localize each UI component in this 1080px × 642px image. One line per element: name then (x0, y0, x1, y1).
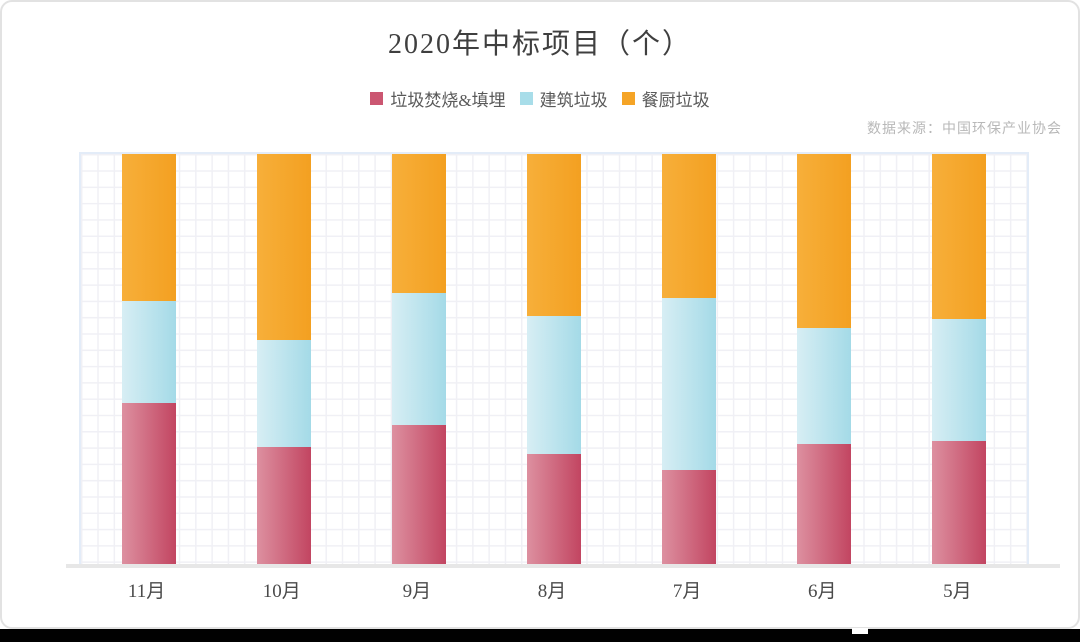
segment-垃圾焚烧&填埋 (256, 446, 311, 568)
x-tick-label: 5月 (943, 581, 972, 602)
segment-餐厨垃圾 (121, 154, 176, 301)
bar-11月 (121, 154, 176, 568)
bar-8月 (527, 154, 581, 568)
segment-垃圾焚烧&填埋 (662, 469, 717, 568)
legend-swatch-icon (621, 92, 635, 105)
bar-5月 (932, 154, 987, 568)
segment-建筑垃圾 (256, 339, 311, 447)
segment-建筑垃圾 (932, 319, 987, 442)
legend-label: 餐厨垃圾 (641, 91, 710, 110)
x-tick-label: 10月 (262, 581, 301, 602)
segment-餐厨垃圾 (256, 154, 311, 340)
legend-swatch-icon (370, 92, 384, 105)
x-axis-line (66, 564, 1060, 568)
x-tick-label: 11月 (127, 581, 166, 602)
segment-建筑垃圾 (121, 300, 176, 403)
plot-area (79, 152, 1029, 568)
x-tick-label: 8月 (537, 581, 567, 602)
bar-6月 (797, 154, 852, 568)
legend: 垃圾焚烧&填埋 建筑垃圾 餐厨垃圾 (2, 86, 1078, 111)
x-tick-label: 7月 (672, 581, 702, 602)
legend-item: 餐厨垃圾 (621, 86, 710, 111)
segment-垃圾焚烧&填埋 (391, 425, 446, 568)
segment-餐厨垃圾 (932, 154, 987, 320)
legend-label: 建筑垃圾 (539, 91, 608, 110)
x-tick-label: 6月 (808, 581, 837, 602)
segment-建筑垃圾 (391, 293, 446, 426)
segment-餐厨垃圾 (391, 154, 446, 294)
segment-餐厨垃圾 (527, 154, 581, 316)
legend-label: 垃圾焚烧&填埋 (390, 91, 506, 110)
bar-7月 (662, 154, 717, 568)
bottom-bar-notch (852, 628, 868, 634)
x-tick-label: 9月 (402, 581, 432, 602)
segment-垃圾焚烧&填埋 (932, 441, 987, 568)
segment-建筑垃圾 (797, 327, 852, 444)
legend-item: 建筑垃圾 (519, 86, 608, 111)
x-axis-labels: 11月 10月 9月 8月 7月 6月 5月 (79, 576, 1025, 604)
segment-餐厨垃圾 (797, 154, 852, 328)
data-source-caption: 数据来源：中国环保产业协会 (867, 122, 1062, 137)
segment-垃圾焚烧&填埋 (121, 402, 176, 568)
segment-餐厨垃圾 (662, 154, 717, 299)
bar-9月 (391, 154, 446, 568)
chart-card: 2020年中标项目（个） 垃圾焚烧&填埋 建筑垃圾 餐厨垃圾 数据来源：中国环保产业… (0, 0, 1080, 629)
bottom-black-bar (0, 629, 1080, 642)
legend-swatch-icon (519, 92, 533, 105)
segment-垃圾焚烧&填埋 (527, 453, 581, 568)
chart-title: 2020年中标项目（个） (387, 29, 692, 60)
segment-垃圾焚烧&填埋 (797, 443, 852, 568)
bar-10月 (256, 154, 311, 568)
legend-item: 垃圾焚烧&填埋 (370, 86, 506, 111)
segment-建筑垃圾 (662, 298, 717, 470)
bars-layer (81, 154, 1027, 568)
segment-建筑垃圾 (527, 315, 581, 454)
